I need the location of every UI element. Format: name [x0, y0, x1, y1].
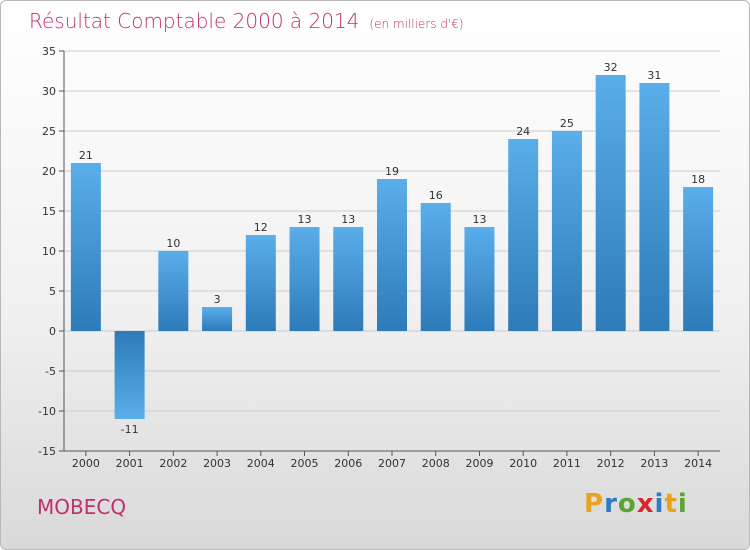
- y-tick-label: 10: [42, 245, 56, 258]
- bar: [377, 179, 407, 331]
- y-tick-label: -15: [38, 445, 56, 458]
- value-label: 13: [298, 213, 312, 226]
- y-tick-label: 5: [49, 285, 56, 298]
- value-label: 24: [516, 125, 530, 138]
- x-tick-label: 2004: [247, 457, 275, 470]
- brand-letter: x: [636, 489, 655, 519]
- x-tick-label: 2005: [291, 457, 319, 470]
- x-tick-label: 2013: [640, 457, 668, 470]
- value-label: 31: [647, 69, 661, 82]
- value-label: 25: [560, 117, 574, 130]
- y-tick-label: 25: [42, 125, 56, 138]
- x-tick-label: 2003: [203, 457, 231, 470]
- x-tick-label: 2000: [72, 457, 100, 470]
- axes: [59, 50, 720, 456]
- bar: [70, 163, 101, 331]
- y-tick-label: -10: [38, 405, 56, 418]
- bar: [595, 75, 626, 331]
- y-tick-label: 30: [42, 85, 56, 98]
- brand-letter: t: [664, 489, 678, 519]
- bars: [70, 75, 714, 419]
- value-label: 10: [166, 237, 180, 250]
- value-label: 21: [79, 149, 93, 162]
- x-tick-label: 2009: [465, 457, 493, 470]
- chart-title-text: Résultat Comptable 2000 à 2014: [29, 9, 360, 33]
- value-label: 13: [341, 213, 355, 226]
- value-label: 13: [472, 213, 486, 226]
- value-label: 16: [429, 189, 443, 202]
- value-label: 18: [691, 173, 705, 186]
- bar: [464, 227, 495, 331]
- brand-letter: i: [654, 489, 665, 519]
- brand-letter: r: [604, 489, 618, 519]
- x-tick-label: 2014: [684, 457, 712, 470]
- place-name: MOBECQ: [37, 495, 127, 519]
- value-label: 12: [254, 221, 268, 234]
- bar: [420, 203, 451, 331]
- x-tick-label: 2008: [422, 457, 450, 470]
- bar: [333, 227, 364, 331]
- bar: [639, 83, 670, 331]
- brand-letter: i: [677, 489, 688, 519]
- bar: [245, 235, 276, 331]
- x-tick-label: 2001: [116, 457, 144, 470]
- value-label: 3: [214, 293, 221, 306]
- value-label: 19: [385, 165, 399, 178]
- brand-letter: o: [617, 489, 637, 519]
- bar: [508, 139, 539, 331]
- brand-logo: Proxiti: [584, 489, 688, 519]
- chart-title: Résultat Comptable 2000 à 2014 (en millie…: [29, 9, 464, 33]
- y-tick-label: 0: [49, 325, 56, 338]
- y-tick-label: -5: [45, 365, 56, 378]
- brand-letter: P: [584, 489, 605, 519]
- bar: [202, 307, 233, 331]
- x-tick-label: 2011: [553, 457, 581, 470]
- bar: [158, 251, 189, 331]
- y-tick-label: 15: [42, 205, 56, 218]
- y-tick-label: 20: [42, 165, 56, 178]
- bar: [114, 331, 145, 419]
- value-label: 32: [604, 61, 618, 74]
- chart-subtitle: (en milliers d'€): [369, 17, 464, 31]
- y-tick-label: 35: [42, 45, 56, 58]
- x-tick-label: 2012: [597, 457, 625, 470]
- bar: [551, 131, 582, 331]
- x-tick-label: 2006: [334, 457, 362, 470]
- x-tick-label: 2002: [159, 457, 187, 470]
- value-label: -11: [121, 423, 139, 436]
- bar: [683, 187, 714, 331]
- labels: -15 -10 -5 0 5 10 15 20 25 30 35 21 2000 -11 2001 10 200…: [38, 45, 712, 470]
- bar: [289, 227, 320, 331]
- x-tick-label: 2010: [509, 457, 537, 470]
- x-tick-label: 2007: [378, 457, 406, 470]
